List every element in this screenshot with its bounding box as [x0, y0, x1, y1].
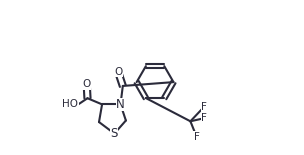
Text: O: O	[83, 79, 91, 89]
Text: F: F	[194, 132, 199, 142]
Text: HO: HO	[62, 99, 78, 109]
Text: S: S	[111, 127, 118, 140]
Text: N: N	[116, 98, 125, 111]
Text: O: O	[114, 67, 122, 77]
Text: F: F	[201, 102, 207, 112]
Text: F: F	[201, 113, 207, 123]
